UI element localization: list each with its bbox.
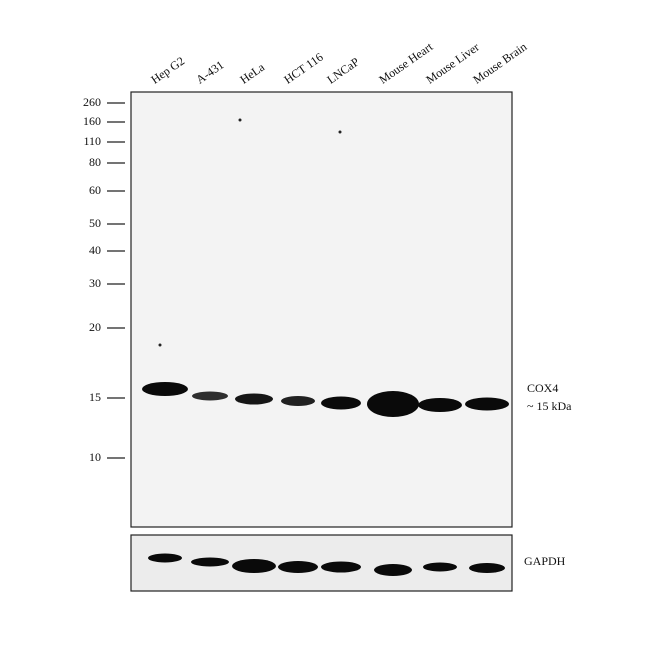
cox4-band bbox=[465, 397, 509, 411]
marker-label: 60 bbox=[89, 183, 101, 197]
speck bbox=[338, 130, 342, 134]
gapdh-band bbox=[148, 553, 182, 563]
marker-label: 20 bbox=[89, 320, 101, 334]
target-size: ~ 15 kDa bbox=[527, 399, 572, 413]
marker-label: 260 bbox=[83, 95, 101, 109]
gapdh-band bbox=[469, 563, 505, 573]
cox4-band bbox=[235, 393, 273, 405]
marker-label: 30 bbox=[89, 276, 101, 290]
gapdh-band bbox=[191, 557, 229, 567]
marker-label: 10 bbox=[89, 450, 101, 464]
marker-label: 40 bbox=[89, 243, 101, 257]
speck bbox=[158, 343, 162, 347]
gapdh-band bbox=[321, 561, 361, 573]
main-blot bbox=[130, 91, 513, 528]
marker-label: 15 bbox=[89, 390, 101, 404]
gapdh-band bbox=[232, 559, 276, 573]
cox4-band bbox=[281, 396, 315, 406]
marker-label: 110 bbox=[83, 134, 101, 148]
cox4-band bbox=[367, 391, 419, 417]
cox4-band bbox=[321, 396, 361, 410]
speck bbox=[238, 118, 242, 122]
target-label: COX4 bbox=[527, 381, 558, 395]
marker-label: 160 bbox=[83, 114, 101, 128]
marker-label: 50 bbox=[89, 216, 101, 230]
marker-label: 80 bbox=[89, 155, 101, 169]
cox4-band bbox=[418, 398, 462, 412]
cox4-band bbox=[192, 391, 228, 401]
gapdh-band bbox=[423, 562, 457, 572]
gapdh-band bbox=[374, 564, 412, 576]
cox4-band bbox=[142, 382, 188, 396]
gapdh-blot bbox=[130, 534, 513, 592]
loading-control-label: GAPDH bbox=[524, 554, 566, 568]
gapdh-band bbox=[278, 561, 318, 573]
